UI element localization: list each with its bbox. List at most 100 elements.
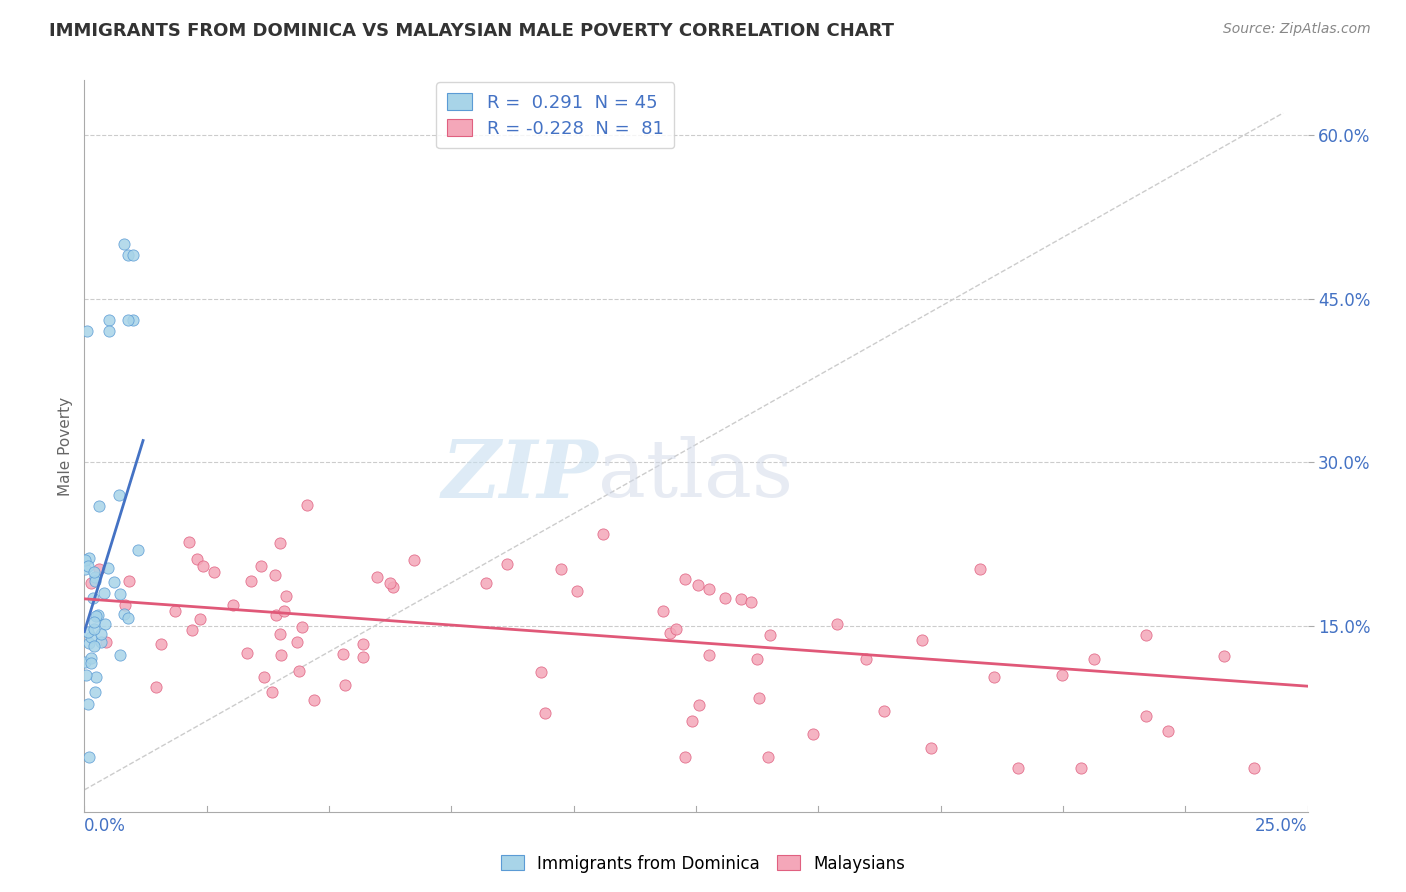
Point bbox=[651, 604, 673, 618]
Text: IMMIGRANTS FROM DOMINICA VS MALAYSIAN MALE POVERTY CORRELATION CHART: IMMIGRANTS FROM DOMINICA VS MALAYSIAN MA… bbox=[49, 22, 894, 40]
Point bbox=[686, 578, 709, 592]
Point bbox=[352, 650, 374, 665]
Point bbox=[180, 623, 202, 637]
Point bbox=[378, 576, 401, 591]
Point bbox=[127, 542, 149, 557]
Text: Source: ZipAtlas.com: Source: ZipAtlas.com bbox=[1223, 22, 1371, 37]
Legend: Immigrants from Dominica, Malaysians: Immigrants from Dominica, Malaysians bbox=[494, 848, 912, 880]
Point bbox=[1007, 761, 1029, 775]
Point bbox=[87, 608, 110, 623]
Point bbox=[97, 324, 120, 338]
Point bbox=[186, 551, 208, 566]
Point bbox=[75, 655, 97, 669]
Point bbox=[250, 559, 273, 574]
Point bbox=[911, 632, 934, 647]
Point bbox=[873, 704, 896, 718]
Point bbox=[567, 583, 589, 598]
Point bbox=[285, 635, 308, 649]
Point bbox=[681, 714, 703, 728]
Point bbox=[117, 248, 139, 262]
Point bbox=[270, 648, 292, 662]
Point bbox=[83, 639, 105, 653]
Point bbox=[659, 626, 682, 640]
Point bbox=[273, 604, 295, 618]
Point bbox=[80, 656, 103, 670]
Point bbox=[204, 565, 226, 579]
Point bbox=[193, 558, 215, 573]
Point bbox=[118, 574, 141, 589]
Point bbox=[1243, 761, 1265, 775]
Point bbox=[80, 576, 103, 591]
Point bbox=[84, 609, 107, 624]
Point bbox=[269, 627, 291, 641]
Point bbox=[83, 570, 105, 584]
Point bbox=[288, 664, 311, 678]
Point bbox=[1083, 652, 1105, 666]
Point bbox=[1212, 648, 1234, 663]
Point bbox=[297, 498, 319, 512]
Text: 25.0%: 25.0% bbox=[1256, 817, 1308, 835]
Point bbox=[332, 647, 354, 661]
Point bbox=[114, 599, 136, 613]
Point bbox=[77, 625, 100, 640]
Point bbox=[117, 313, 139, 327]
Point bbox=[260, 685, 283, 699]
Point bbox=[920, 740, 942, 755]
Point bbox=[264, 607, 287, 622]
Point bbox=[675, 573, 697, 587]
Point bbox=[714, 591, 737, 605]
Point bbox=[665, 622, 688, 636]
Point bbox=[77, 697, 100, 711]
Point bbox=[1135, 628, 1157, 642]
Point bbox=[73, 553, 96, 567]
Point bbox=[93, 586, 115, 600]
Point bbox=[759, 628, 782, 642]
Point bbox=[304, 693, 326, 707]
Point bbox=[163, 604, 186, 618]
Point bbox=[107, 488, 129, 502]
Point bbox=[188, 612, 211, 626]
Point bbox=[592, 526, 614, 541]
Legend: R =  0.291  N = 45, R = -0.228  N =  81: R = 0.291 N = 45, R = -0.228 N = 81 bbox=[436, 82, 675, 148]
Point bbox=[495, 557, 517, 571]
Point bbox=[1135, 709, 1157, 723]
Point bbox=[747, 652, 769, 666]
Point bbox=[103, 575, 125, 590]
Point bbox=[80, 630, 103, 644]
Point bbox=[236, 646, 259, 660]
Point bbox=[83, 565, 105, 579]
Y-axis label: Male Poverty: Male Poverty bbox=[58, 396, 73, 496]
Point bbox=[855, 652, 877, 666]
Point bbox=[112, 237, 135, 252]
Point bbox=[82, 591, 104, 606]
Point bbox=[756, 749, 779, 764]
Point bbox=[969, 562, 991, 576]
Point bbox=[222, 598, 245, 612]
Point bbox=[108, 587, 131, 601]
Point bbox=[404, 553, 426, 567]
Point bbox=[333, 678, 356, 692]
Point bbox=[1070, 761, 1092, 775]
Point bbox=[83, 615, 105, 629]
Point bbox=[550, 562, 572, 576]
Point bbox=[77, 750, 100, 764]
Point bbox=[87, 561, 110, 575]
Point bbox=[77, 636, 100, 650]
Point bbox=[97, 313, 120, 327]
Point bbox=[108, 648, 131, 662]
Point bbox=[83, 685, 105, 699]
Point bbox=[264, 568, 287, 582]
Point bbox=[240, 574, 263, 588]
Point bbox=[84, 670, 107, 684]
Point bbox=[697, 648, 720, 663]
Point bbox=[84, 574, 107, 588]
Point bbox=[76, 324, 98, 338]
Text: ZIP: ZIP bbox=[441, 436, 598, 514]
Text: 0.0%: 0.0% bbox=[84, 817, 127, 835]
Point bbox=[530, 665, 553, 680]
Point bbox=[801, 727, 824, 741]
Point bbox=[122, 248, 145, 262]
Point bbox=[269, 536, 291, 550]
Point bbox=[76, 558, 98, 573]
Point bbox=[90, 634, 112, 648]
